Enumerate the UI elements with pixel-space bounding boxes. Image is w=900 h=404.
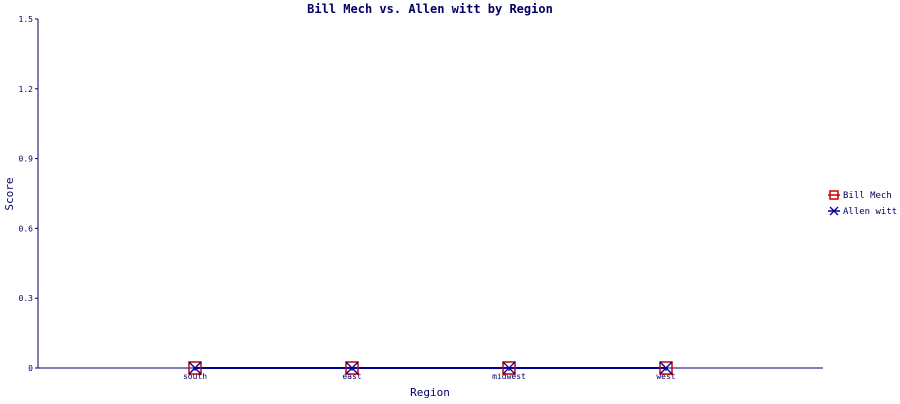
y-tick-label: 1.2 [19, 85, 34, 94]
x-tick-label: midwest [492, 372, 526, 381]
y-axis: 0 0.3 0.6 0.9 1.2 1.5 [19, 15, 39, 373]
y-tick-label: 0 [28, 364, 33, 373]
chart-title: Bill Mech vs. Allen witt by Region [307, 2, 553, 16]
legend-marker-x [829, 206, 839, 216]
data-point-x [502, 361, 516, 375]
data-point-square [188, 361, 202, 375]
x-tick-label: west [656, 372, 675, 381]
data-point-square [659, 361, 673, 375]
y-axis-label: Score [3, 177, 16, 210]
x-axis: south east midwest west [38, 367, 823, 381]
legend-label: Bill Mech [843, 191, 892, 201]
y-tick-label: 1.5 [19, 15, 34, 24]
legend-label: Allen witt [843, 207, 897, 217]
data-point-x [345, 361, 359, 375]
data-point-square [345, 361, 359, 375]
legend-item: Bill Mech [828, 190, 892, 201]
series-layer [188, 361, 673, 375]
x-axis-label: Region [410, 386, 450, 399]
legend-marker-square [829, 190, 839, 200]
data-point-x [659, 361, 673, 375]
legend-item: Allen witt [828, 206, 897, 217]
x-tick-label: south [183, 372, 207, 381]
x-tick-label: east [342, 372, 361, 381]
data-point-square [502, 361, 516, 375]
y-tick-label: 0.9 [19, 155, 34, 164]
legend: Bill Mech Allen witt [828, 190, 897, 217]
y-tick-label: 0.6 [19, 224, 34, 233]
y-tick-label: 0.3 [19, 294, 34, 303]
data-point-x [188, 361, 202, 375]
